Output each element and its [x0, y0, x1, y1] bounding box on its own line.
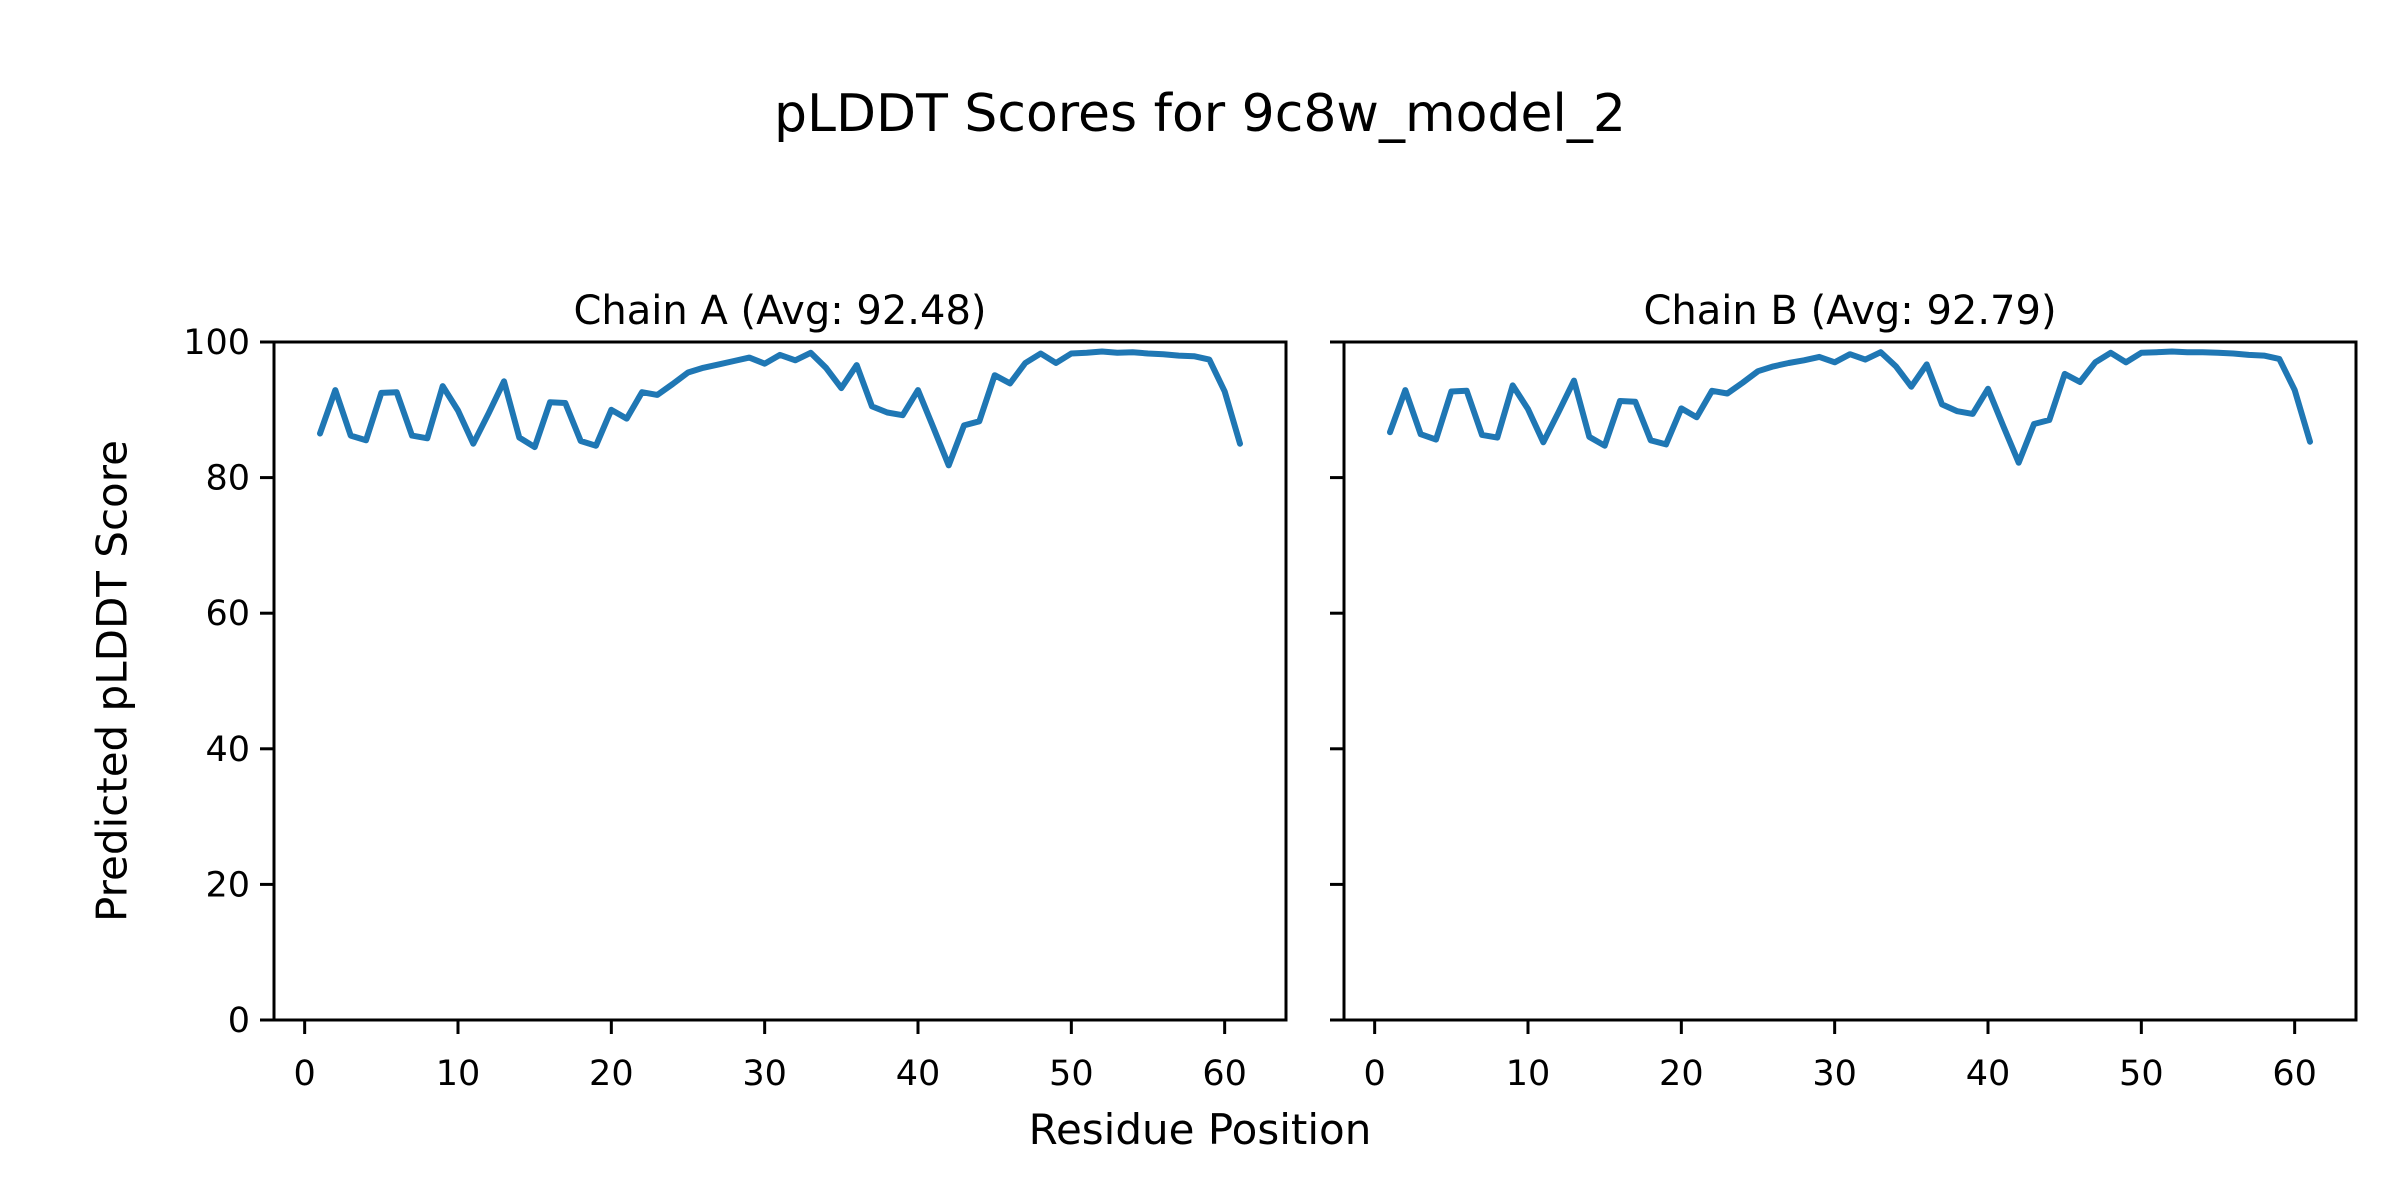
x-tick-label-chain-b: 40	[1966, 1054, 2011, 1094]
x-tick-label-chain-b: 0	[1364, 1054, 1386, 1094]
x-tick-label-chain-a: 0	[294, 1054, 316, 1094]
x-tick-label-chain-a: 10	[436, 1054, 481, 1094]
axes-chain-a: 0 10 20 30 40 50 60 0 20 40 60 80 100	[183, 323, 1288, 1094]
subplot-title-chain-b: Chain B (Avg: 92.79)	[1643, 288, 2057, 334]
y-tick-label-chain-a: 100	[183, 323, 250, 363]
axes-spines-chain-a	[272, 340, 1288, 1022]
y-tick-label-chain-a: 60	[205, 594, 250, 634]
x-tick-label-chain-a: 40	[896, 1054, 941, 1094]
x-tick-label-chain-a: 30	[742, 1054, 787, 1094]
x-axis-label: Residue Position	[1028, 1105, 1372, 1154]
x-tick-label-chain-b: 50	[2119, 1054, 2164, 1094]
y-tick-label-chain-a: 20	[205, 865, 250, 905]
axes-spines-chain-b	[1342, 340, 2358, 1022]
y-tick-label-chain-a: 40	[205, 730, 250, 770]
x-tick-label-chain-b: 60	[2272, 1054, 2317, 1094]
y-tick-label-chain-a: 80	[205, 459, 250, 499]
x-tick-label-chain-a: 60	[1202, 1054, 1247, 1094]
y-axis-label: Predicted pLDDT Score	[87, 440, 137, 922]
plddt-line-chain-a	[317, 348, 1243, 469]
x-tick-label-chain-b: 30	[1812, 1054, 1857, 1094]
figure-suptitle: pLDDT Scores for 9c8w_model_2	[774, 84, 1626, 144]
plddt-line-chain-b	[1387, 348, 2313, 466]
x-tick-label-chain-a: 50	[1049, 1054, 1094, 1094]
x-tick-label-chain-b: 10	[1506, 1054, 1551, 1094]
y-tick-label-chain-a: 0	[228, 1001, 250, 1041]
subplot-title-chain-a: Chain A (Avg: 92.48)	[573, 288, 987, 334]
x-tick-label-chain-b: 20	[1659, 1054, 1704, 1094]
axes-chain-b: 0 10 20 30 40 50 60	[1330, 340, 2358, 1094]
x-tick-label-chain-a: 20	[589, 1054, 634, 1094]
